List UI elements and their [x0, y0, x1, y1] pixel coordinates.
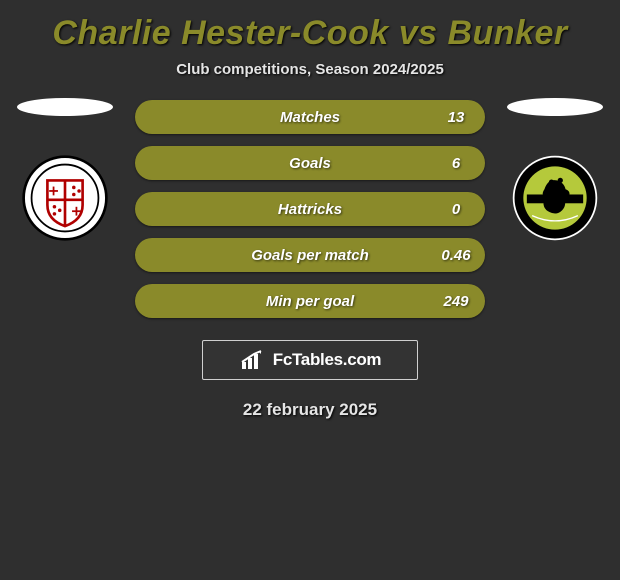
- comparison-row: Matches 13 Goals 6 Hattricks 0 Goals per…: [0, 96, 620, 318]
- stat-pill-goals-per-match: Goals per match 0.46: [135, 238, 485, 272]
- watermark-text: FcTables.com: [273, 350, 382, 370]
- page-title: Charlie Hester-Cook vs Bunker: [0, 0, 620, 61]
- stat-pill-hattricks: Hattricks 0: [135, 192, 485, 226]
- right-club-badge: [511, 154, 599, 242]
- stat-label: Goals: [289, 155, 331, 172]
- player-silhouette-icon: [15, 96, 115, 118]
- stat-label: Hattricks: [278, 201, 342, 218]
- date-line: 22 february 2025: [0, 400, 620, 420]
- stat-pill-goals: Goals 6: [135, 146, 485, 180]
- stat-right-value: 0: [441, 201, 471, 218]
- stat-right-value: 0.46: [441, 247, 471, 264]
- watermark[interactable]: FcTables.com: [202, 340, 418, 380]
- stat-pill-matches: Matches 13: [135, 100, 485, 134]
- stat-label: Matches: [280, 109, 340, 126]
- left-club-badge: [21, 154, 109, 242]
- stat-label: Min per goal: [266, 293, 354, 310]
- bar-chart-icon: [239, 349, 267, 371]
- right-player-column: [505, 96, 605, 242]
- stat-label: Goals per match: [251, 247, 369, 264]
- stats-column: Matches 13 Goals 6 Hattricks 0 Goals per…: [135, 96, 485, 318]
- stat-right-value: 13: [441, 109, 471, 126]
- stat-pill-min-per-goal: Min per goal 249: [135, 284, 485, 318]
- subtitle: Club competitions, Season 2024/2025: [0, 61, 620, 78]
- left-player-column: [15, 96, 115, 242]
- stat-right-value: 6: [441, 155, 471, 172]
- stat-right-value: 249: [441, 293, 471, 310]
- player-silhouette-icon: [505, 96, 605, 118]
